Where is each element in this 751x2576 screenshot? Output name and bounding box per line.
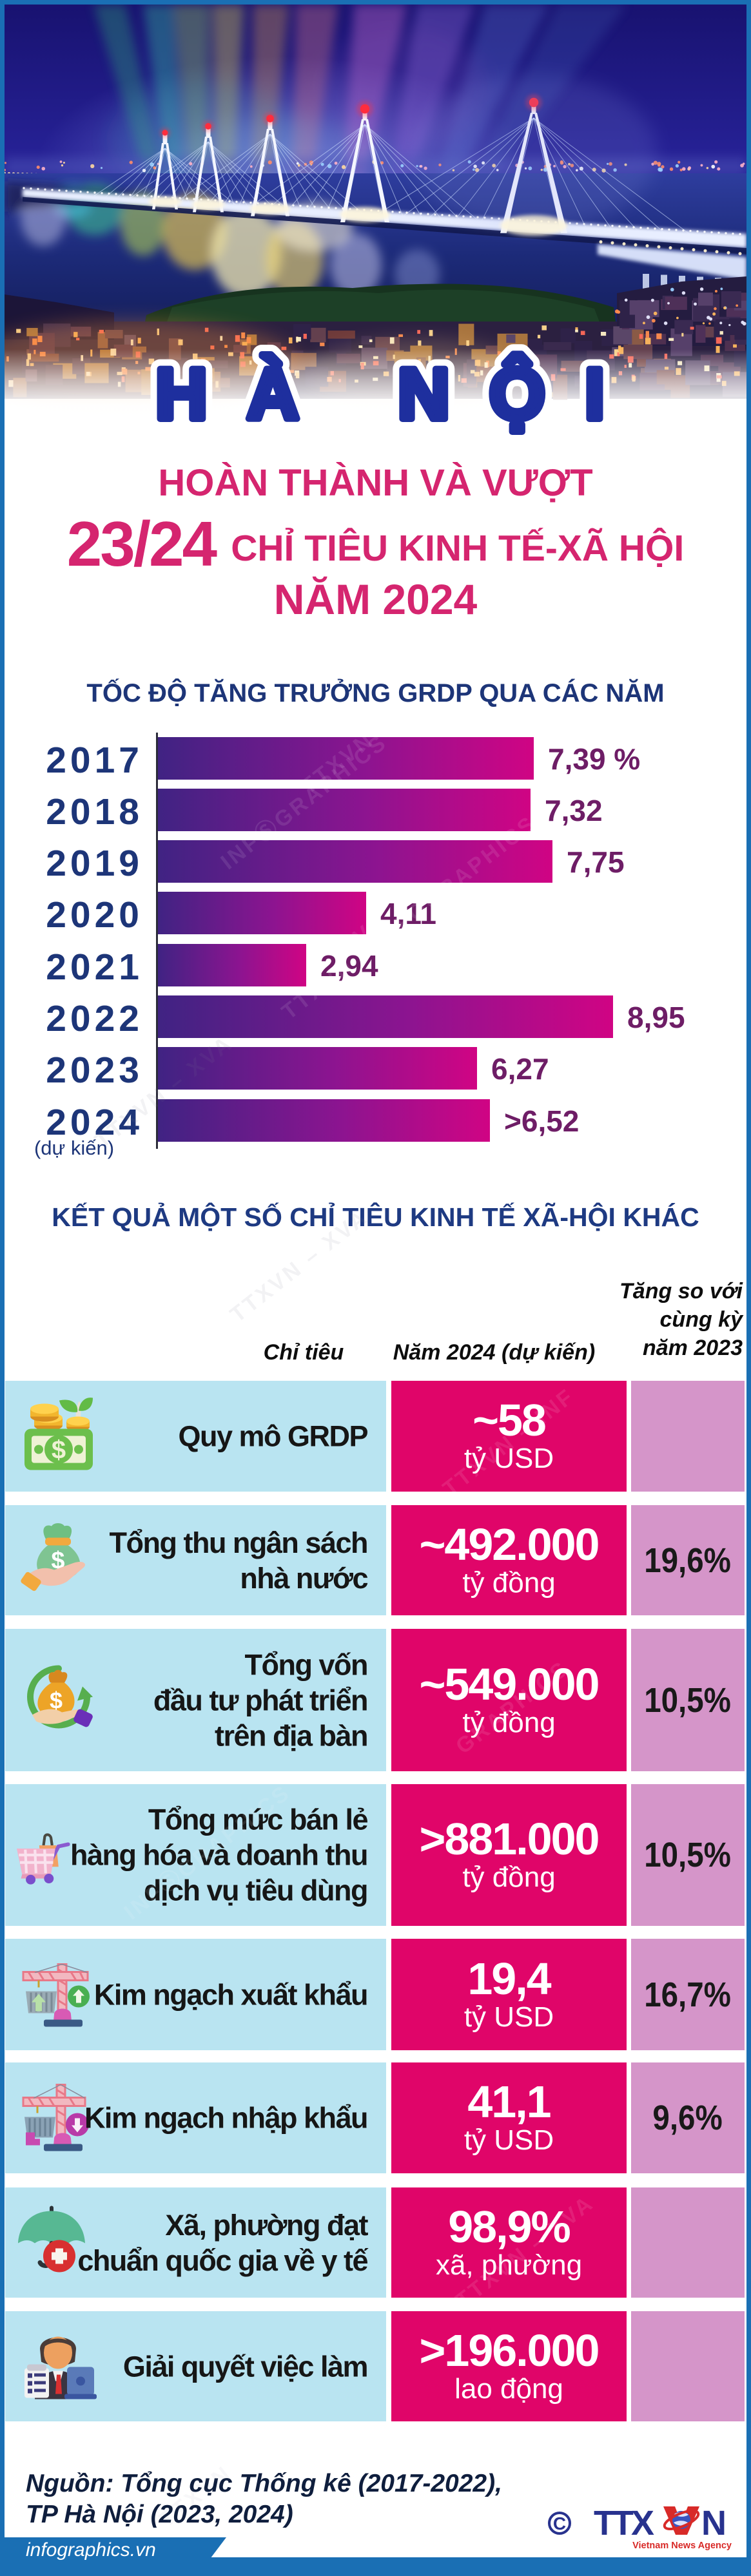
svg-text:$: $ <box>52 1436 66 1465</box>
svg-text:HÀ NỘI: HÀ NỘI <box>155 354 644 434</box>
svg-text:N: N <box>701 2504 727 2542</box>
svg-text:$: $ <box>50 1687 63 1713</box>
svg-text:TTX: TTX <box>594 2504 654 2542</box>
svg-text:HÀ NỘI: HÀ NỘI <box>155 354 644 434</box>
svg-text:Vietnam News Agency: Vietnam News Agency <box>632 2541 732 2551</box>
svg-text:C: C <box>553 2514 566 2533</box>
